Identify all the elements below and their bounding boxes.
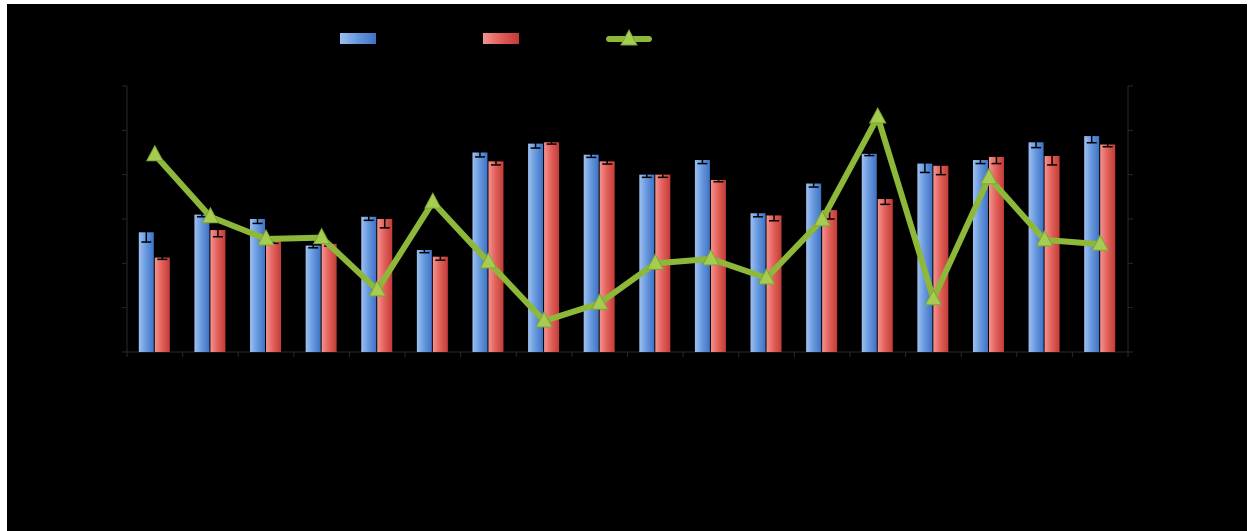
line-series-marker <box>201 206 220 224</box>
bar-series-1-bar <box>1028 142 1044 352</box>
bar-series-2-bar <box>822 210 838 352</box>
bar-series-2-bar <box>1100 144 1116 352</box>
line-series-marker <box>1035 229 1054 247</box>
bar-series-2-bar <box>321 243 337 352</box>
axes <box>122 85 1133 357</box>
error-bar <box>935 156 946 176</box>
bar-series-1-bar <box>861 153 877 352</box>
error-bar <box>697 155 708 165</box>
legend-swatch-series-3-marker <box>620 28 638 46</box>
error-bars <box>141 128 1113 261</box>
error-bar <box>379 209 390 229</box>
error-bar <box>657 171 668 179</box>
error-bar <box>435 252 446 261</box>
bar-series-1-bar <box>639 174 655 352</box>
error-bar <box>252 213 263 225</box>
line-series-marker <box>368 279 387 297</box>
line-series-marker <box>868 106 887 124</box>
line-series-path <box>151 114 1104 324</box>
bar-series-2-bar <box>154 257 170 352</box>
line-series-marker <box>312 227 331 245</box>
error-bar <box>530 138 541 149</box>
error-bar <box>641 171 652 179</box>
error-bar <box>1086 128 1097 144</box>
combo-bar-line-chart <box>122 28 1133 357</box>
error-bar <box>753 208 764 218</box>
error-bar <box>1031 136 1042 149</box>
bar-series-1-bar <box>305 245 321 352</box>
bar-series-1-bar <box>250 219 266 352</box>
line-series-marker <box>535 310 553 328</box>
error-bar <box>880 192 891 206</box>
error-bar <box>808 179 819 188</box>
bar-series-2-bar <box>266 241 282 352</box>
error-bar <box>919 153 930 174</box>
bar-series-1-bar <box>416 250 432 352</box>
line-series-marker <box>145 144 164 162</box>
line-series-marker <box>424 192 442 209</box>
bar-series-2-bar <box>710 179 726 352</box>
chart-area <box>7 4 1247 531</box>
error-bar <box>586 151 597 159</box>
bar-series-1-bar <box>194 214 210 352</box>
line-series-marker <box>980 167 998 185</box>
error-bar <box>490 157 501 166</box>
legend-swatch-series-2 <box>483 33 519 44</box>
bar-series-2-bar <box>377 219 393 352</box>
bar-series-1-bar <box>750 213 766 352</box>
line-series-marker <box>257 228 275 246</box>
line-series-marker <box>646 253 665 270</box>
line-series-marker <box>590 293 609 310</box>
legend-swatch-series-1 <box>340 33 376 44</box>
line-series-marker <box>757 267 776 285</box>
error-bar <box>975 155 986 165</box>
bar-series-2-bar <box>544 142 560 352</box>
bar-series-1-bar <box>528 143 544 352</box>
bar-series-2-bar <box>432 256 448 352</box>
error-bar <box>769 209 780 222</box>
bar-series-2-bar <box>210 230 226 352</box>
line-series-marker <box>813 209 831 227</box>
line-series-marker <box>924 288 943 306</box>
error-bar <box>864 151 875 157</box>
bar-series-2-bar <box>877 199 893 352</box>
line-series-marker <box>702 248 720 266</box>
bar-series-1-bar <box>806 183 822 352</box>
bar-series-2-bar <box>933 165 949 352</box>
error-bar <box>991 149 1002 165</box>
error-bar <box>602 157 613 165</box>
error-bar <box>363 212 374 222</box>
line-series <box>145 106 1110 328</box>
error-bar <box>419 246 430 254</box>
bar-series <box>138 136 1116 352</box>
line-series-marker <box>479 251 498 269</box>
bar-series-1-bar <box>138 232 154 352</box>
bar-series-2-bar <box>1044 156 1060 352</box>
bar-series-1-bar <box>583 154 599 352</box>
legend <box>340 28 652 46</box>
error-bar <box>141 221 152 243</box>
error-bar <box>1047 146 1058 166</box>
line-series-marker <box>1091 234 1110 251</box>
bar-series-1-bar <box>694 160 710 352</box>
bar-series-2-bar <box>599 161 615 352</box>
error-bar <box>713 177 724 183</box>
bar-series-2-bar <box>988 156 1004 352</box>
error-bar <box>157 255 168 261</box>
error-bar <box>546 139 557 145</box>
bar-series-2-bar <box>488 161 504 352</box>
error-bar <box>1102 141 1113 148</box>
error-bar <box>474 147 485 158</box>
